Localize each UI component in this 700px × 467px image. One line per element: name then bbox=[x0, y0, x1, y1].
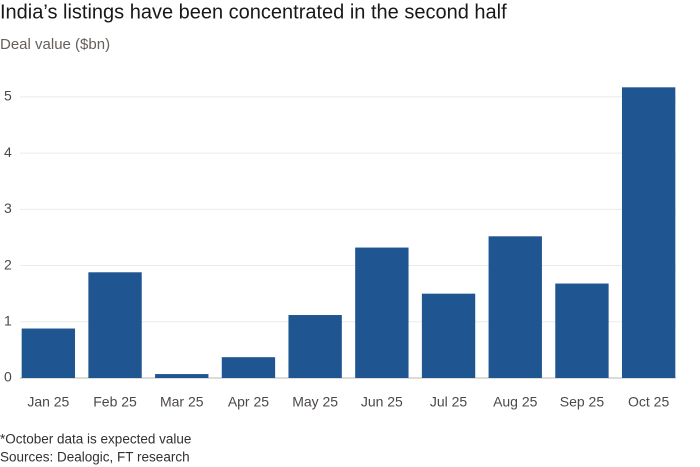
bar bbox=[621, 87, 676, 378]
x-tick-label: Aug 25 bbox=[493, 394, 538, 410]
bar bbox=[221, 357, 276, 378]
x-tick-label: Feb 25 bbox=[93, 394, 137, 410]
bar bbox=[21, 328, 76, 378]
bar bbox=[88, 272, 142, 378]
footnote: *October data is expected value bbox=[0, 432, 191, 447]
chart-subtitle: Deal value ($bn) bbox=[0, 36, 110, 53]
x-tick-label: Mar 25 bbox=[160, 394, 204, 410]
y-tick-label: 3 bbox=[4, 200, 12, 216]
x-tick-label: Apr 25 bbox=[228, 394, 269, 410]
y-tick-label: 0 bbox=[4, 369, 12, 385]
bar bbox=[355, 247, 409, 378]
y-tick-label: 5 bbox=[4, 88, 12, 104]
bar bbox=[421, 293, 476, 378]
bar bbox=[288, 315, 342, 378]
y-tick-label: 4 bbox=[4, 144, 12, 160]
x-tick-label: Jul 25 bbox=[430, 394, 468, 410]
x-tick-label: Sep 25 bbox=[560, 394, 605, 410]
bar bbox=[555, 283, 609, 378]
y-tick-label: 1 bbox=[4, 312, 12, 328]
bar bbox=[488, 236, 542, 378]
y-tick-label: 2 bbox=[4, 256, 12, 272]
chart-title: India’s listings have been concentrated … bbox=[0, 1, 507, 23]
bar bbox=[155, 374, 209, 378]
source: Sources: Dealogic, FT research bbox=[0, 450, 190, 465]
x-tick-label: May 25 bbox=[292, 394, 338, 410]
x-tick-label: Jun 25 bbox=[361, 394, 403, 410]
x-tick-label: Oct 25 bbox=[628, 394, 669, 410]
x-tick-label: Jan 25 bbox=[27, 394, 69, 410]
